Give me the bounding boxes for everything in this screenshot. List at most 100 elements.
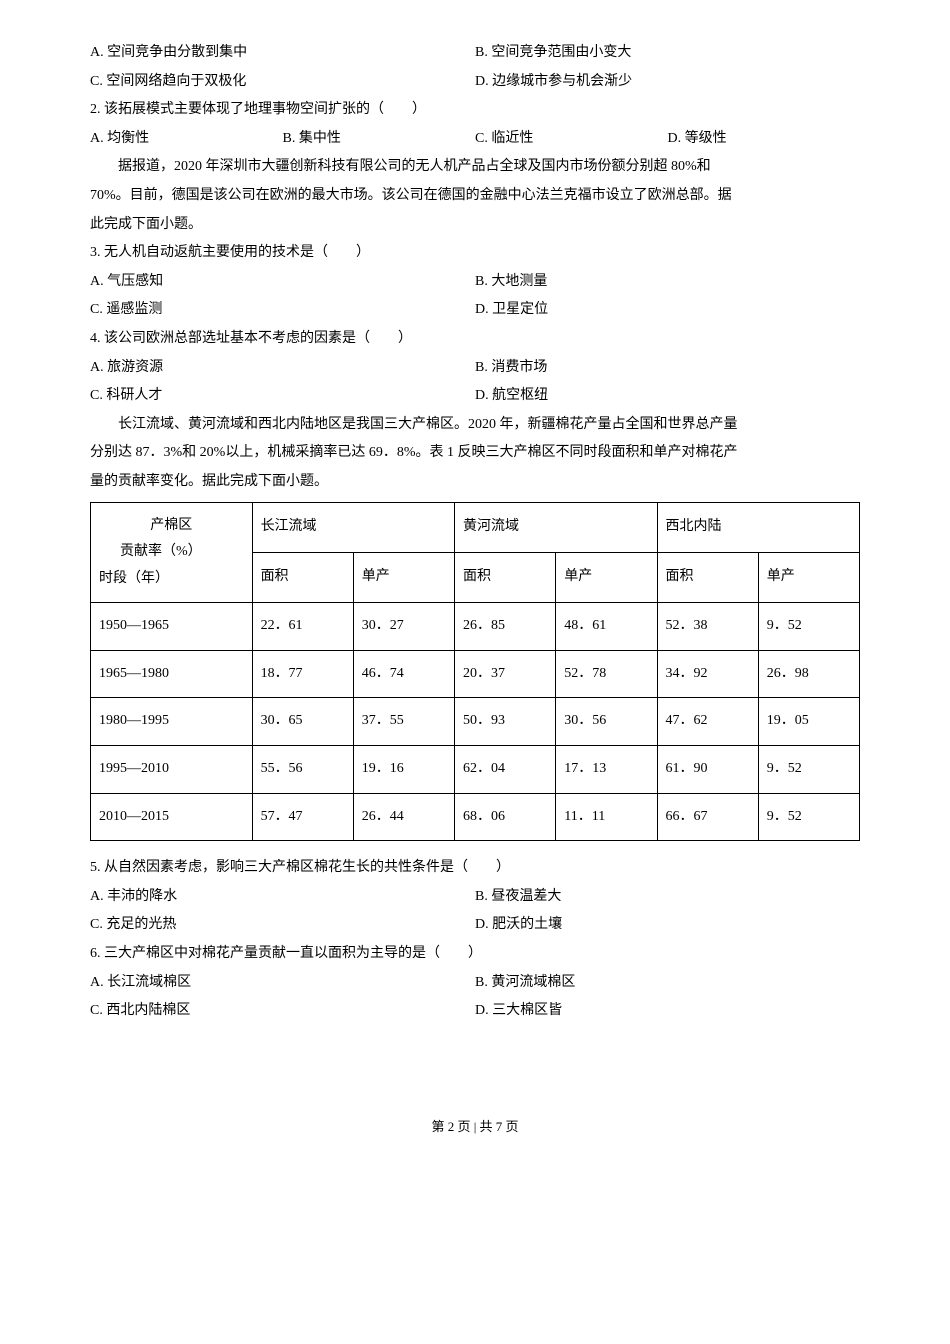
cell-value: 62．04 (455, 746, 556, 794)
cell-value: 19．16 (353, 746, 454, 794)
cell-value: 46．74 (353, 650, 454, 698)
header-yield: 单产 (353, 552, 454, 602)
q6-text: 6. 三大产棉区中对棉花产量贡献一直以面积为主导的是（ ） (90, 941, 860, 968)
cell-value: 9．52 (758, 603, 859, 651)
passage2-line3: 量的贡献率变化。据此完成下面小题。 (90, 469, 860, 496)
cell-value: 48．61 (556, 603, 657, 651)
cell-value: 34．92 (657, 650, 758, 698)
option-c: C. 遥感监测 (90, 297, 475, 324)
q4-text: 4. 该公司欧洲总部选址基本不考虑的因素是（ ） (90, 326, 860, 353)
header-yield: 单产 (758, 552, 859, 602)
option-d: D. 航空枢纽 (475, 383, 860, 410)
option-d: D. 边缘城市参与机会渐少 (475, 69, 860, 96)
table-row: 1995—2010 55．56 19．16 62．04 17．13 61．90 … (91, 746, 860, 794)
q5-options-row-2: C. 充足的光热 D. 肥沃的土壤 (90, 912, 860, 939)
cell-period: 1965—1980 (91, 650, 253, 698)
cell-period: 1995—2010 (91, 746, 253, 794)
q5-text: 5. 从自然因素考虑，影响三大产棉区棉花生长的共性条件是（ ） (90, 855, 860, 882)
passage1-line3: 此完成下面小题。 (90, 212, 860, 239)
option-b: B. 黄河流域棉区 (475, 970, 860, 997)
cell-value: 26．85 (455, 603, 556, 651)
q1-options-row-1: A. 空间竞争由分散到集中 B. 空间竞争范围由小变大 (90, 40, 860, 67)
q2-text: 2. 该拓展模式主要体现了地理事物空间扩张的（ ） (90, 97, 860, 124)
cell-value: 37．55 (353, 698, 454, 746)
header-r3: 西北内陆 (657, 502, 860, 552)
cell-value: 61．90 (657, 746, 758, 794)
header-area: 面积 (252, 552, 353, 602)
cell-value: 9．52 (758, 746, 859, 794)
q4-options-row-2: C. 科研人才 D. 航空枢纽 (90, 383, 860, 410)
cell-value: 9．52 (758, 793, 859, 841)
cell-value: 11．11 (556, 793, 657, 841)
option-b: B. 空间竞争范围由小变大 (475, 40, 860, 67)
option-b: B. 集中性 (283, 126, 476, 153)
header-r1: 长江流域 (252, 502, 454, 552)
q3-text: 3. 无人机自动返航主要使用的技术是（ ） (90, 240, 860, 267)
cell-value: 22．61 (252, 603, 353, 651)
option-a: A. 长江流域棉区 (90, 970, 475, 997)
cell-value: 50．93 (455, 698, 556, 746)
cell-period: 1980—1995 (91, 698, 253, 746)
passage2-line2: 分别达 87．3%和 20%以上，机械采摘率已达 69．8%。表 1 反映三大产… (90, 440, 860, 467)
option-a: A. 丰沛的降水 (90, 884, 475, 911)
q3-options-row-2: C. 遥感监测 D. 卫星定位 (90, 297, 860, 324)
cell-value: 68．06 (455, 793, 556, 841)
cell-period: 2010—2015 (91, 793, 253, 841)
table-row: 1965—1980 18．77 46．74 20．37 52．78 34．92 … (91, 650, 860, 698)
cell-period: 1950—1965 (91, 603, 253, 651)
header-r2: 黄河流域 (455, 502, 657, 552)
header-area: 面积 (657, 552, 758, 602)
page-footer: 第 2 页 | 共 7 页 (90, 1115, 860, 1140)
table-row: 2010—2015 57．47 26．44 68．06 11．11 66．67 … (91, 793, 860, 841)
option-d: D. 卫星定位 (475, 297, 860, 324)
option-c: C. 充足的光热 (90, 912, 475, 939)
q2-options: A. 均衡性 B. 集中性 C. 临近性 D. 等级性 (90, 126, 860, 153)
option-c: C. 临近性 (475, 126, 668, 153)
period-label: 时段（年） (99, 566, 244, 593)
table-header-row-1: 产棉区 贡献率（%） 时段（年） 长江流域 黄河流域 西北内陆 (91, 502, 860, 552)
cell-value: 52．78 (556, 650, 657, 698)
option-c: C. 空间网络趋向于双极化 (90, 69, 475, 96)
q3-options-row-1: A. 气压感知 B. 大地测量 (90, 269, 860, 296)
q6-options-row-2: C. 西北内陆棉区 D. 三大棉区皆 (90, 998, 860, 1025)
cell-value: 26．98 (758, 650, 859, 698)
option-a: A. 空间竞争由分散到集中 (90, 40, 475, 67)
option-a: A. 气压感知 (90, 269, 475, 296)
cell-value: 66．67 (657, 793, 758, 841)
header-yield: 单产 (556, 552, 657, 602)
passage1-line1: 据报道，2020 年深圳市大疆创新科技有限公司的无人机产品占全球及国内市场份额分… (90, 154, 860, 181)
q5-options-row-1: A. 丰沛的降水 B. 昼夜温差大 (90, 884, 860, 911)
q1-options-row-2: C. 空间网络趋向于双极化 D. 边缘城市参与机会渐少 (90, 69, 860, 96)
cell-value: 17．13 (556, 746, 657, 794)
option-b: B. 昼夜温差大 (475, 884, 860, 911)
header-region-period: 产棉区 贡献率（%） 时段（年） (91, 502, 253, 603)
q4-options-row-1: A. 旅游资源 B. 消费市场 (90, 355, 860, 382)
header-area: 面积 (455, 552, 556, 602)
option-d: D. 三大棉区皆 (475, 998, 860, 1025)
option-b: B. 消费市场 (475, 355, 860, 382)
option-d: D. 肥沃的土壤 (475, 912, 860, 939)
passage2-line1: 长江流域、黄河流域和西北内陆地区是我国三大产棉区。2020 年，新疆棉花产量占全… (90, 412, 860, 439)
option-b: B. 大地测量 (475, 269, 860, 296)
option-d: D. 等级性 (668, 126, 861, 153)
q6-options-row-1: A. 长江流域棉区 B. 黄河流域棉区 (90, 970, 860, 997)
passage1-line2: 70%。目前，德国是该公司在欧洲的最大市场。该公司在德国的金融中心法兰克福市设立… (90, 183, 860, 210)
cell-value: 20．37 (455, 650, 556, 698)
cell-value: 57．47 (252, 793, 353, 841)
table-row: 1980—1995 30．65 37．55 50．93 30．56 47．62 … (91, 698, 860, 746)
cell-value: 30．65 (252, 698, 353, 746)
option-c: C. 科研人才 (90, 383, 475, 410)
cell-value: 26．44 (353, 793, 454, 841)
table-row: 1950—1965 22．61 30．27 26．85 48．61 52．38 … (91, 603, 860, 651)
cell-value: 30．27 (353, 603, 454, 651)
region-label: 产棉区 (99, 513, 244, 540)
contrib-label: 贡献率（%） (99, 539, 244, 566)
cell-value: 52．38 (657, 603, 758, 651)
cell-value: 30．56 (556, 698, 657, 746)
option-c: C. 西北内陆棉区 (90, 998, 475, 1025)
cell-value: 55．56 (252, 746, 353, 794)
option-a: A. 旅游资源 (90, 355, 475, 382)
cell-value: 19．05 (758, 698, 859, 746)
cotton-table: 产棉区 贡献率（%） 时段（年） 长江流域 黄河流域 西北内陆 面积 单产 面积… (90, 502, 860, 842)
cell-value: 18．77 (252, 650, 353, 698)
